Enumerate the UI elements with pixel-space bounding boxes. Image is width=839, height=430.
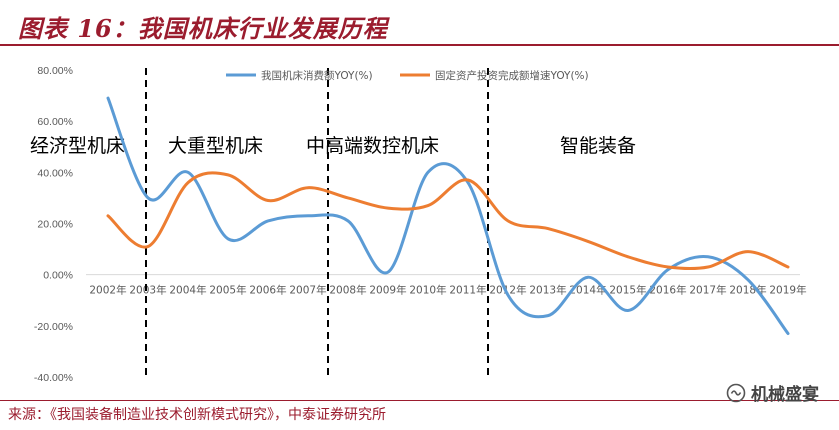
stage-dividers xyxy=(145,68,489,375)
y-tick-label: -40.00% xyxy=(34,372,73,384)
x-tick-label: 2012年 xyxy=(489,284,526,297)
legend-label: 我国机床消费额YOY(%) xyxy=(261,69,373,82)
y-tick-label: 80.00% xyxy=(37,65,73,77)
x-tick-label: 2015年 xyxy=(609,284,646,297)
stage-label: 经济型机床 xyxy=(30,135,125,157)
x-tick-label: 2011年 xyxy=(449,284,486,297)
axis-layer: 80.00% 60.00% 40.00% 20.00% 0.00% -20.00% -40.… xyxy=(34,65,807,384)
y-tick-label: -20.00% xyxy=(34,321,73,333)
x-tick-label: 2002年 xyxy=(89,284,126,297)
x-tick-label: 2018年 xyxy=(729,284,766,297)
x-tick-label: 2007年 xyxy=(289,284,326,297)
stage-label: 智能装备 xyxy=(560,135,636,157)
stage-label: 中高端数控机床 xyxy=(306,135,439,157)
figure-title: 图表 16：我国机床行业发展历程 xyxy=(18,14,388,43)
chart-area: 80.00% 60.00% 40.00% 20.00% 0.00% -20.00% -40.… xyxy=(0,48,839,400)
figure-header: 图表 16：我国机床行业发展历程 xyxy=(0,0,839,48)
x-tick-label: 2019年 xyxy=(769,284,806,297)
x-tick-label: 2009年 xyxy=(369,284,406,297)
x-tick-label: 2014年 xyxy=(569,284,606,297)
x-tick-label: 2016年 xyxy=(649,284,686,297)
x-tick-label: 2006年 xyxy=(249,284,286,297)
y-tick-label: 60.00% xyxy=(37,116,73,128)
x-tick-label: 2004年 xyxy=(169,284,206,297)
y-tick-label: 20.00% xyxy=(37,219,73,231)
x-tick-label: 2003年 xyxy=(129,284,166,297)
series-line-1 xyxy=(106,96,790,335)
source-rule xyxy=(0,400,839,401)
watermark-text: 机械盛宴 xyxy=(751,385,819,405)
wechat-official-account-icon xyxy=(726,383,746,402)
x-tick-label: 2005年 xyxy=(209,284,246,297)
watermark: 机械盛宴 xyxy=(725,380,819,405)
legend: 我国机床消费额YOY(%) 固定资产投资完成额增速YOY(%) xyxy=(226,69,589,82)
stage-label: 大重型机床 xyxy=(168,135,263,157)
y-tick-label: 40.00% xyxy=(37,167,73,179)
source-note: 来源：《我国装备制造业技术创新模式研究》，中泰证券研究所 xyxy=(8,407,386,423)
y-tick-label: 0.00% xyxy=(43,270,73,282)
title-rule xyxy=(0,44,839,46)
x-tick-label: 2010年 xyxy=(409,284,446,297)
line-chart: 80.00% 60.00% 40.00% 20.00% 0.00% -20.00% -40.… xyxy=(30,65,807,384)
series-line-2 xyxy=(106,171,790,271)
x-tick-label: 2017年 xyxy=(689,284,726,297)
x-tick-label: 2013年 xyxy=(529,284,566,297)
series-layer xyxy=(106,96,790,335)
stage-labels: 经济型机床 大重型机床 中高端数控机床 智能装备 xyxy=(30,135,636,157)
x-tick-label: 2008年 xyxy=(329,284,366,297)
legend-label: 固定资产投资完成额增速YOY(%) xyxy=(435,69,589,82)
